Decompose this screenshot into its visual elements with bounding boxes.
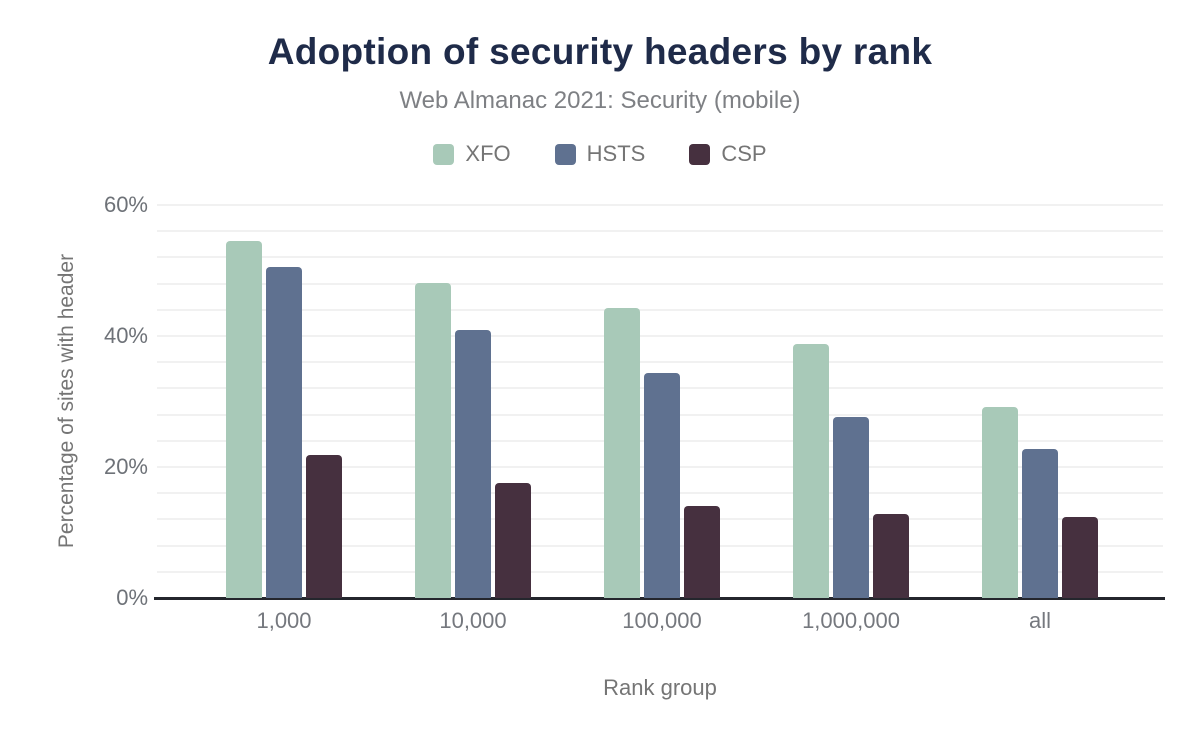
bar-xfo-1000000 (793, 343, 829, 598)
x-tick-label-100000: 100,000 (622, 608, 702, 633)
y-axis-title: Percentage of sites with header (55, 253, 78, 549)
legend-item-csp: CSP (689, 141, 767, 167)
x-tick-label-10000: 10,000 (439, 608, 507, 633)
bar-csp-1000000 (873, 513, 909, 598)
bar-group-10000 (415, 205, 531, 598)
bar-xfo-all (982, 406, 1018, 598)
chart-title: Adoption of security headers by rank (267, 31, 933, 72)
gridline-56 (157, 230, 1163, 233)
bar-csp-10000 (495, 483, 531, 598)
legend-swatch-csp (689, 143, 711, 165)
bar-group-all (982, 205, 1098, 598)
bar-hsts-10000 (455, 330, 491, 598)
gridline-52 (157, 256, 1163, 259)
bar-group-100000 (604, 205, 720, 598)
bar-xfo-10000 (415, 282, 451, 598)
bar-hsts-100000 (644, 372, 680, 598)
bar-group-1000000 (793, 205, 909, 598)
legend: XFO HSTS CSP (0, 141, 1200, 167)
legend-label-hsts: HSTS (586, 141, 646, 166)
gridline-44 (157, 308, 1163, 311)
x-tick-label-all: all (1028, 608, 1051, 633)
y-tick-label-20pct: 20% (103, 454, 148, 479)
bar-hsts-1000000 (833, 416, 869, 598)
gridline-40 (157, 335, 1163, 337)
y-tick-label-40pct: 40% (103, 323, 148, 348)
bar-hsts-all (1022, 448, 1058, 598)
legend-item-hsts: HSTS (554, 141, 646, 167)
legend-swatch-hsts (554, 143, 576, 165)
bar-csp-100000 (684, 506, 720, 598)
chart-subtitle: Web Almanac 2021: Security (mobile) (399, 87, 801, 114)
plot-area (154, 204, 1165, 600)
legend-swatch-xfo (433, 143, 455, 165)
bar-xfo-1000 (226, 241, 262, 598)
gridline-36 (157, 361, 1163, 364)
x-tick-label-1000: 1,000 (256, 608, 312, 633)
gridline-60 (157, 204, 1163, 206)
x-tick-label-1000000: 1,000,000 (802, 608, 900, 633)
legend-label-xfo: XFO (465, 141, 511, 166)
y-tick-label-0pct: 0% (116, 585, 148, 610)
bar-xfo-100000 (604, 307, 640, 598)
legend-label-csp: CSP (721, 141, 767, 166)
gridline-48 (157, 282, 1163, 285)
y-tick-label-60pct: 60% (103, 192, 148, 217)
bar-hsts-1000 (266, 266, 302, 598)
bar-csp-all (1062, 517, 1098, 598)
x-axis-title: Rank group (603, 675, 717, 700)
bar-group-1000 (226, 205, 342, 598)
legend-item-xfo: XFO (433, 141, 511, 167)
bar-csp-1000 (306, 454, 342, 598)
x-axis-line (154, 597, 1165, 600)
